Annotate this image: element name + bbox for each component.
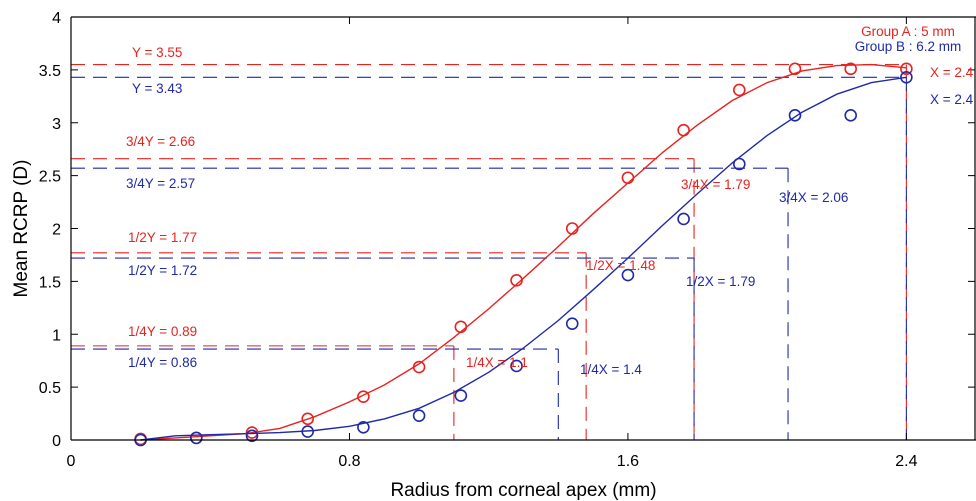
data-point (788, 62, 802, 76)
y-tick-label: 1 (52, 327, 61, 344)
y-tick-label: 0 (52, 433, 61, 450)
data-point (565, 317, 579, 330)
guide-y-label: 1/4Y = 0.86 (128, 355, 197, 370)
curves-layer (140, 63, 907, 441)
series-line (140, 76, 907, 441)
x-tick-label: 1.6 (617, 453, 639, 470)
guide-x-label: 3/4X = 2.06 (779, 190, 848, 205)
guide-x-label: 1/2X = 1.48 (586, 258, 655, 273)
data-point (844, 109, 857, 122)
data-point (454, 389, 468, 402)
y-tick-label: 1.5 (39, 274, 61, 291)
markers-layer (134, 62, 913, 447)
guide-x-label: 1/4X = 1.1 (466, 355, 528, 370)
guide-y-label: 1/2Y = 1.77 (128, 230, 197, 245)
data-point (565, 222, 579, 235)
data-point (733, 157, 746, 171)
guide-x-label: X = 2.4 (930, 65, 974, 80)
guide-y-label: 3/4Y = 2.66 (126, 134, 195, 149)
annotations-layer: Y = 3.55 X = 2.4 3/4Y = 2.66 3/4X = 1.79 1/2… (126, 45, 974, 377)
y-tick-label: 4 (52, 10, 61, 27)
data-point (510, 359, 523, 373)
y-tick-label: 3.5 (39, 63, 61, 80)
data-point (245, 429, 259, 443)
data-point (357, 421, 370, 434)
data-point (900, 70, 913, 84)
data-point (190, 431, 203, 445)
data-point (510, 274, 523, 287)
guide-y-label: Y = 3.55 (132, 45, 182, 60)
x-tick-label: 0.8 (338, 453, 360, 470)
guide-x-label: 1/2X = 1.79 (686, 274, 755, 289)
x-tick-label: 0 (67, 453, 76, 470)
y-tick-label: 2.5 (39, 169, 61, 186)
data-point (301, 412, 314, 426)
guide-x-label: 3/4X = 1.79 (681, 177, 750, 192)
series-line (140, 63, 907, 441)
x-tick-label: 2.4 (895, 453, 917, 470)
legend-entry: Group B : 6.2 mm (855, 39, 962, 54)
data-point (844, 62, 857, 76)
data-point (245, 426, 259, 439)
y-axis-title: Mean RCRP (D) (11, 160, 32, 298)
data-point (357, 390, 370, 403)
y-tick-label: 0.5 (39, 380, 61, 397)
data-point (788, 109, 802, 122)
guide-y-label: 1/2Y = 1.72 (128, 263, 197, 278)
guide-y-label: Y = 3.43 (132, 81, 182, 96)
data-point (621, 171, 635, 185)
legend-entry: Group A : 5 mm (861, 24, 955, 39)
data-point (454, 320, 468, 334)
data-point (412, 409, 426, 422)
guide-x-label: 1/4X = 1.4 (580, 362, 642, 377)
guide-x-label: X = 2.4 (930, 92, 974, 107)
axes-layer: 0 0.5 1 1.5 2 2.5 3 3.5 4 0 0.8 1.6 2.4 Radius from c… (11, 10, 976, 501)
data-point (677, 212, 690, 226)
guide-lines-layer (71, 64, 907, 440)
y-tick-label: 3 (52, 116, 61, 133)
data-point (900, 62, 913, 76)
data-point (412, 360, 426, 374)
x-axis-title: Radius from corneal apex (mm) (390, 480, 656, 501)
guide-y-label: 1/4Y = 0.89 (128, 324, 197, 339)
data-point (301, 425, 314, 438)
data-point (677, 123, 690, 137)
y-tick-label: 2 (52, 222, 61, 239)
guide-y-label: 3/4Y = 2.57 (126, 176, 195, 191)
data-point (621, 268, 635, 282)
data-point (733, 83, 746, 97)
